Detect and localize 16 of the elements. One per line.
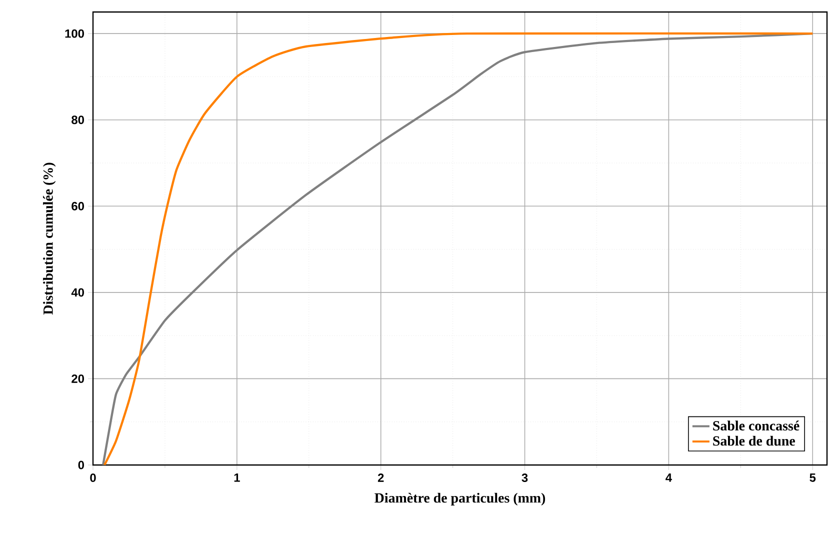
y-axis-title: Distribution cumulée (%) [43, 162, 56, 315]
x-tick-label: 1 [234, 474, 240, 482]
y-tick-label: 80 [72, 116, 84, 124]
legend-label: Sable de dune [713, 436, 795, 446]
legend-label: Sable concassé [713, 420, 800, 431]
x-tick-label: 2 [378, 474, 384, 482]
y-tick-label: 0 [78, 460, 84, 470]
y-tick-label: 40 [71, 288, 84, 297]
x-tick-label: 3 [522, 474, 528, 482]
x-tick-label: 5 [810, 474, 816, 482]
y-tick-label: 100 [65, 29, 84, 38]
x-tick-label: 0 [90, 474, 96, 482]
y-tick-label: 20 [72, 374, 84, 383]
y-tick-label: 60 [72, 202, 84, 210]
x-axis-title: Diamètre de particules (mm) [374, 492, 546, 506]
x-tick-label: 4 [666, 474, 672, 482]
